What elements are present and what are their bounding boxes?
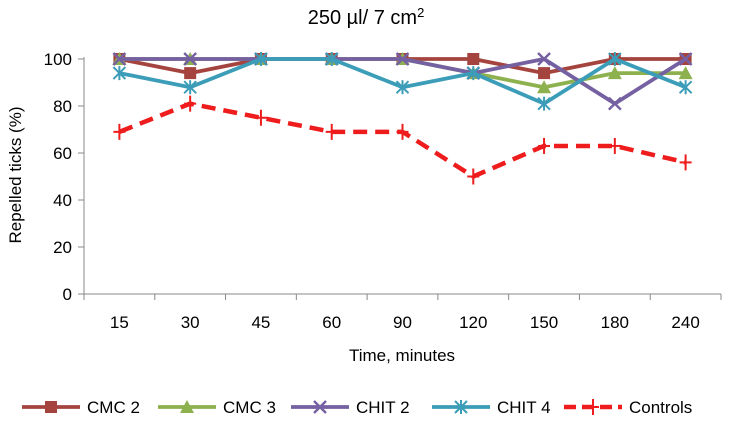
data-point-chit-2 [537, 52, 551, 66]
data-point-chit-2-stroke [678, 52, 693, 66]
series-line-controls [118, 101, 687, 179]
legend-label-chit-4: CHIT 4 [497, 398, 551, 417]
legend: CMC 2 CMC 3 CHIT 2 CHIT 4 Controls [22, 398, 692, 417]
y-tick-label: 80 [53, 97, 72, 116]
y-axis-title: Repelled ticks (%) [6, 107, 25, 244]
data-point-chit-2 [607, 96, 622, 111]
x-tick-label: 180 [601, 313, 629, 332]
data-point-cmc-3 [607, 66, 622, 80]
legend-item-chit-4: CHIT 4 [432, 398, 551, 417]
axes: 0 20 40 60 80 100 15 30 45 60 90 120 150 180 240 [44, 50, 722, 332]
legend-item-cmc-2: CMC 2 [22, 398, 140, 417]
data-point-controls [679, 154, 692, 171]
legend-label-cmc-2: CMC 2 [87, 398, 140, 417]
x-tick-label: 30 [181, 313, 200, 332]
series-controls [113, 95, 692, 185]
x-tick-label: 150 [530, 313, 558, 332]
data-point-controls [396, 123, 409, 140]
x-tick-label: 15 [110, 313, 129, 332]
x-tick-label: 45 [251, 313, 270, 332]
chart-title: 250 µl/ 7 cm2 [308, 5, 425, 29]
data-point-chit-2-stroke [395, 52, 410, 66]
y-tick-label: 100 [44, 50, 72, 69]
data-point-cmc-3 [537, 80, 552, 94]
legend-label-chit-2: CHIT 2 [356, 398, 410, 417]
data-point-chit-2-stroke [112, 52, 127, 66]
data-point-chit-2-stroke [537, 52, 551, 66]
data-point-chit-2 [678, 52, 693, 66]
data-point-controls [608, 137, 621, 154]
data-point-chit-2 [183, 52, 198, 66]
legend-item-controls: Controls [564, 398, 692, 417]
data-point-chit-4 [112, 66, 127, 81]
legend-marker-chit-2-stroke [313, 400, 327, 414]
data-point-chit-4 [608, 52, 622, 66]
series-layer [112, 52, 693, 185]
data-point-cmc-2 [184, 67, 197, 80]
legend-marker-chit-2 [313, 400, 327, 414]
data-point-controls [467, 168, 480, 185]
data-point-chit-2 [112, 52, 127, 66]
data-point-chit-4 [678, 80, 693, 95]
x-tick-label: 120 [459, 313, 487, 332]
legend-marker-cmc-3 [180, 400, 194, 413]
legend-label-controls: Controls [629, 398, 692, 417]
data-point-controls [254, 109, 267, 126]
y-tick-label: 60 [53, 144, 72, 163]
y-tick-label: 20 [53, 238, 72, 257]
legend-item-chit-2: CHIT 2 [291, 398, 410, 417]
x-axis-title: Time, minutes [349, 346, 455, 365]
data-point-chit-4 [395, 80, 410, 95]
series-chit-4 [112, 52, 693, 111]
y-tick-label: 40 [53, 191, 72, 210]
x-tick-label: 60 [322, 313, 341, 332]
data-point-chit-4 [466, 66, 480, 81]
y-tick-label: 0 [63, 285, 72, 304]
data-point-chit-2-stroke [183, 52, 198, 66]
data-point-chit-4 [325, 52, 339, 66]
x-tick-label: 240 [671, 313, 699, 332]
data-point-cmc-2 [467, 53, 480, 65]
legend-marker-cmc-2 [45, 401, 57, 413]
data-point-controls [325, 123, 338, 140]
data-point-cmc-3 [678, 66, 693, 80]
data-point-cmc-2 [538, 67, 551, 80]
legend-marker-controls [587, 399, 599, 415]
x-tick-label: 90 [393, 313, 412, 332]
data-point-chit-4 [254, 52, 268, 66]
legend-marker-chit-4 [454, 400, 468, 414]
data-point-chit-4 [537, 96, 551, 111]
data-point-chit-4 [183, 80, 197, 95]
data-point-controls [184, 95, 197, 112]
data-point-controls [538, 137, 551, 154]
legend-label-cmc-3: CMC 3 [223, 398, 276, 417]
data-point-controls [113, 123, 126, 140]
legend-item-cmc-3: CMC 3 [158, 398, 276, 417]
data-point-chit-2-stroke [607, 96, 622, 111]
data-point-chit-2 [395, 52, 410, 66]
